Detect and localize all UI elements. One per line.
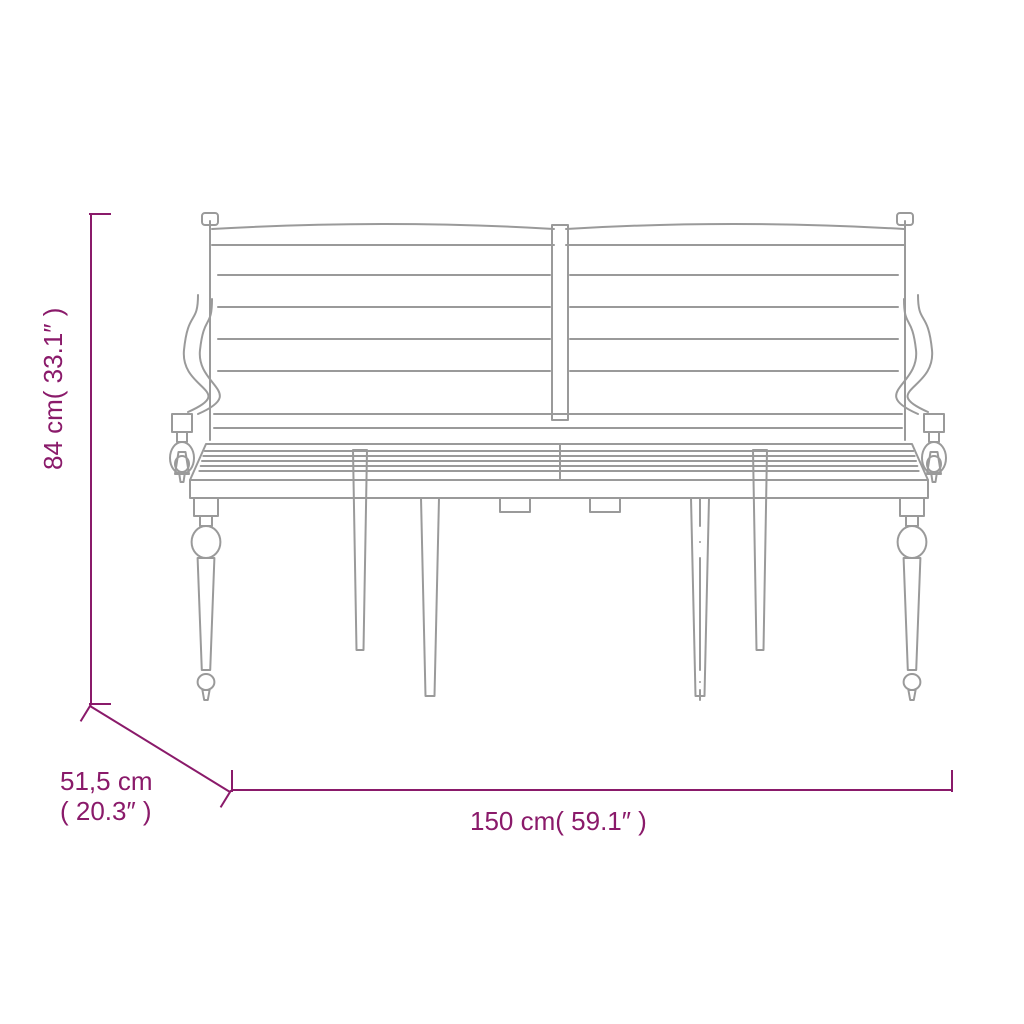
height-dimension-label: 84 cm( 33.1″ ): [38, 308, 68, 470]
width-dimension-label: 150 cm( 59.1″ ): [470, 806, 647, 836]
depth-dimension-label: 51,5 cm( 20.3″ ): [60, 766, 153, 826]
